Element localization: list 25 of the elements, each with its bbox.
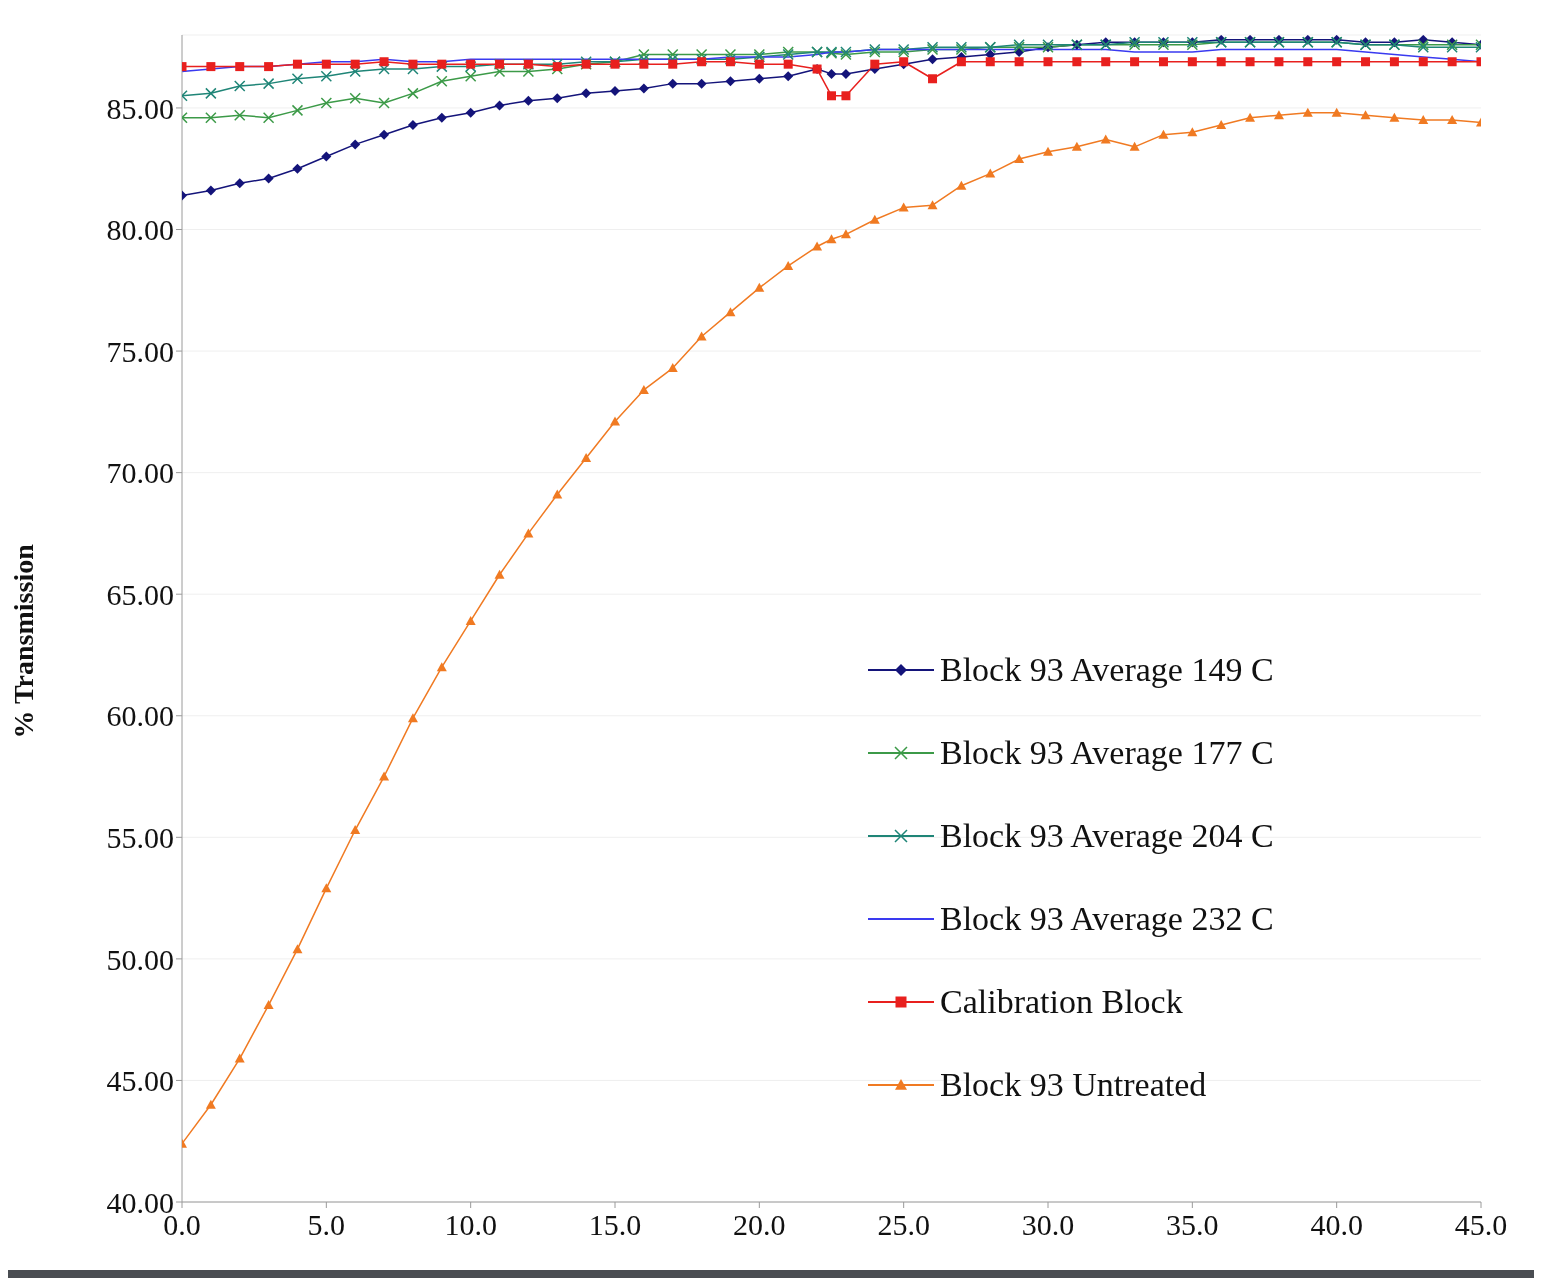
y-tick-label: 85.00 [106,91,174,125]
x-tick-label: 10.0 [444,1208,497,1242]
legend-label: Block 93 Untreated [940,1065,1207,1104]
legend-label: Block 93 Average 177 C [940,733,1274,772]
x-tick-label: 5.0 [307,1208,346,1242]
y-tick-label: 60.00 [106,699,174,733]
x-tick-label: 45.0 [1454,1208,1508,1242]
legend-label: Calibration Block [940,982,1183,1021]
x-tick-label: 35.0 [1166,1208,1219,1242]
y-tick-label: 75.00 [106,334,174,368]
legend-label: Block 93 Average 149 C [940,650,1274,689]
x-tick-label: 30.0 [1021,1208,1075,1242]
y-tick-label: 70.00 [106,456,174,490]
legend-label: Block 93 Average 204 C [940,816,1274,855]
x-tick-label: 15.0 [588,1208,642,1242]
y-tick-label: 65.00 [106,577,174,611]
legend-label: Block 93 Average 232 C [940,899,1274,938]
x-tick-label: 20.0 [733,1208,786,1242]
y-tick-label: 80.00 [106,213,174,247]
y-tick-label: 50.00 [106,942,174,976]
x-tick-label: 25.0 [877,1208,930,1242]
x-tick-label: 40.0 [1310,1208,1363,1242]
y-tick-label: 45.00 [106,1064,174,1098]
y-axis-title: % Transmission [7,543,39,739]
y-tick-label: 55.00 [106,820,174,854]
